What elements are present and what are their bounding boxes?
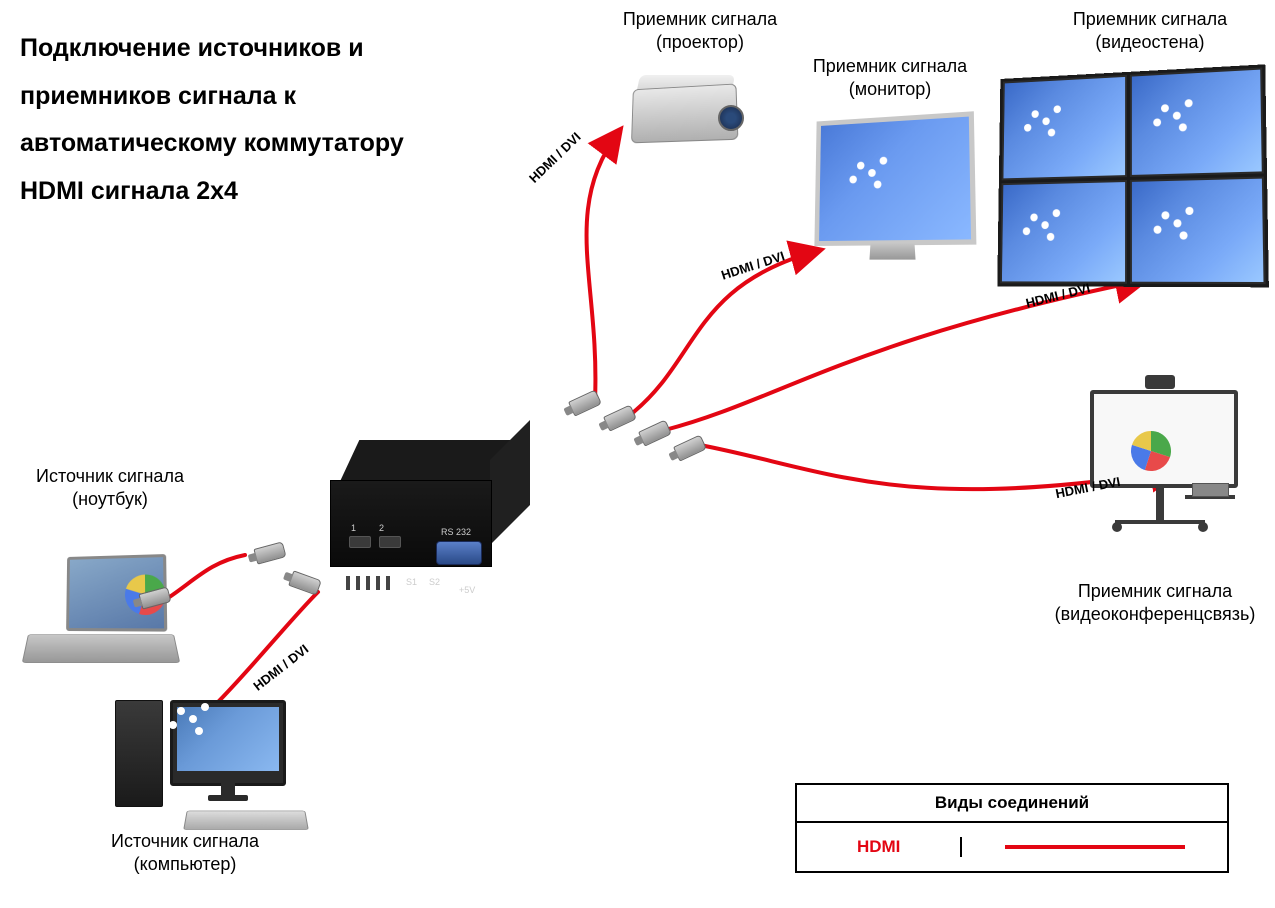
cable-path [665, 280, 1145, 430]
port-label: S2 [429, 577, 440, 587]
cable-label: HDMI / DVI [719, 248, 786, 283]
rs232-port [436, 541, 482, 565]
legend-row: HDMI [797, 823, 1227, 871]
diagram-title: Подключение источников и приемников сигн… [20, 25, 440, 215]
hdmi-plug [253, 541, 286, 564]
legend-label: HDMI [797, 837, 962, 857]
legend-header: Виды соединений [797, 785, 1227, 823]
hdmi-plug [288, 570, 322, 595]
device-label: Источник сигнала(ноутбук) [25, 465, 195, 512]
receiver-videowall [997, 64, 1269, 287]
device-label: Приемник сигнала(видеостена) [1055, 8, 1245, 55]
device-label: Приемник сигнала(проектор) [610, 8, 790, 55]
legend-line-sample [1005, 845, 1185, 849]
port-label: +5V [459, 585, 475, 595]
cable-path [587, 130, 620, 400]
hdmi-switcher: 1 2 RS 232 S1 S2 +5V [330, 440, 530, 575]
port-label: S1 [406, 577, 417, 587]
hdmi-plug [673, 434, 707, 461]
hdmi-in-port [349, 536, 371, 548]
diagram-stage: Подключение источников и приемников сигн… [0, 0, 1275, 908]
hdmi-plug [603, 404, 637, 431]
hdmi-plug [638, 419, 672, 446]
port-label: 2 [379, 523, 384, 533]
port-label: 1 [351, 523, 356, 533]
port-label: RS 232 [441, 527, 471, 537]
device-label: Источник сигнала(компьютер) [100, 830, 270, 877]
hdmi-in-port [379, 536, 401, 548]
cable-label: HDMI / DVI [526, 129, 584, 185]
legend-table: Виды соединений HDMI [795, 783, 1229, 873]
hdmi-plug [568, 389, 602, 416]
cable-label: HDMI / DVI [1054, 474, 1121, 501]
device-label: Приемник сигнала(монитор) [800, 55, 980, 102]
pie-chart-icon [1129, 429, 1173, 473]
device-label: Приемник сигнала(видеоконференцсвязь) [1045, 580, 1265, 627]
cable-label: HDMI / DVI [250, 641, 311, 693]
cable-path [168, 555, 245, 598]
